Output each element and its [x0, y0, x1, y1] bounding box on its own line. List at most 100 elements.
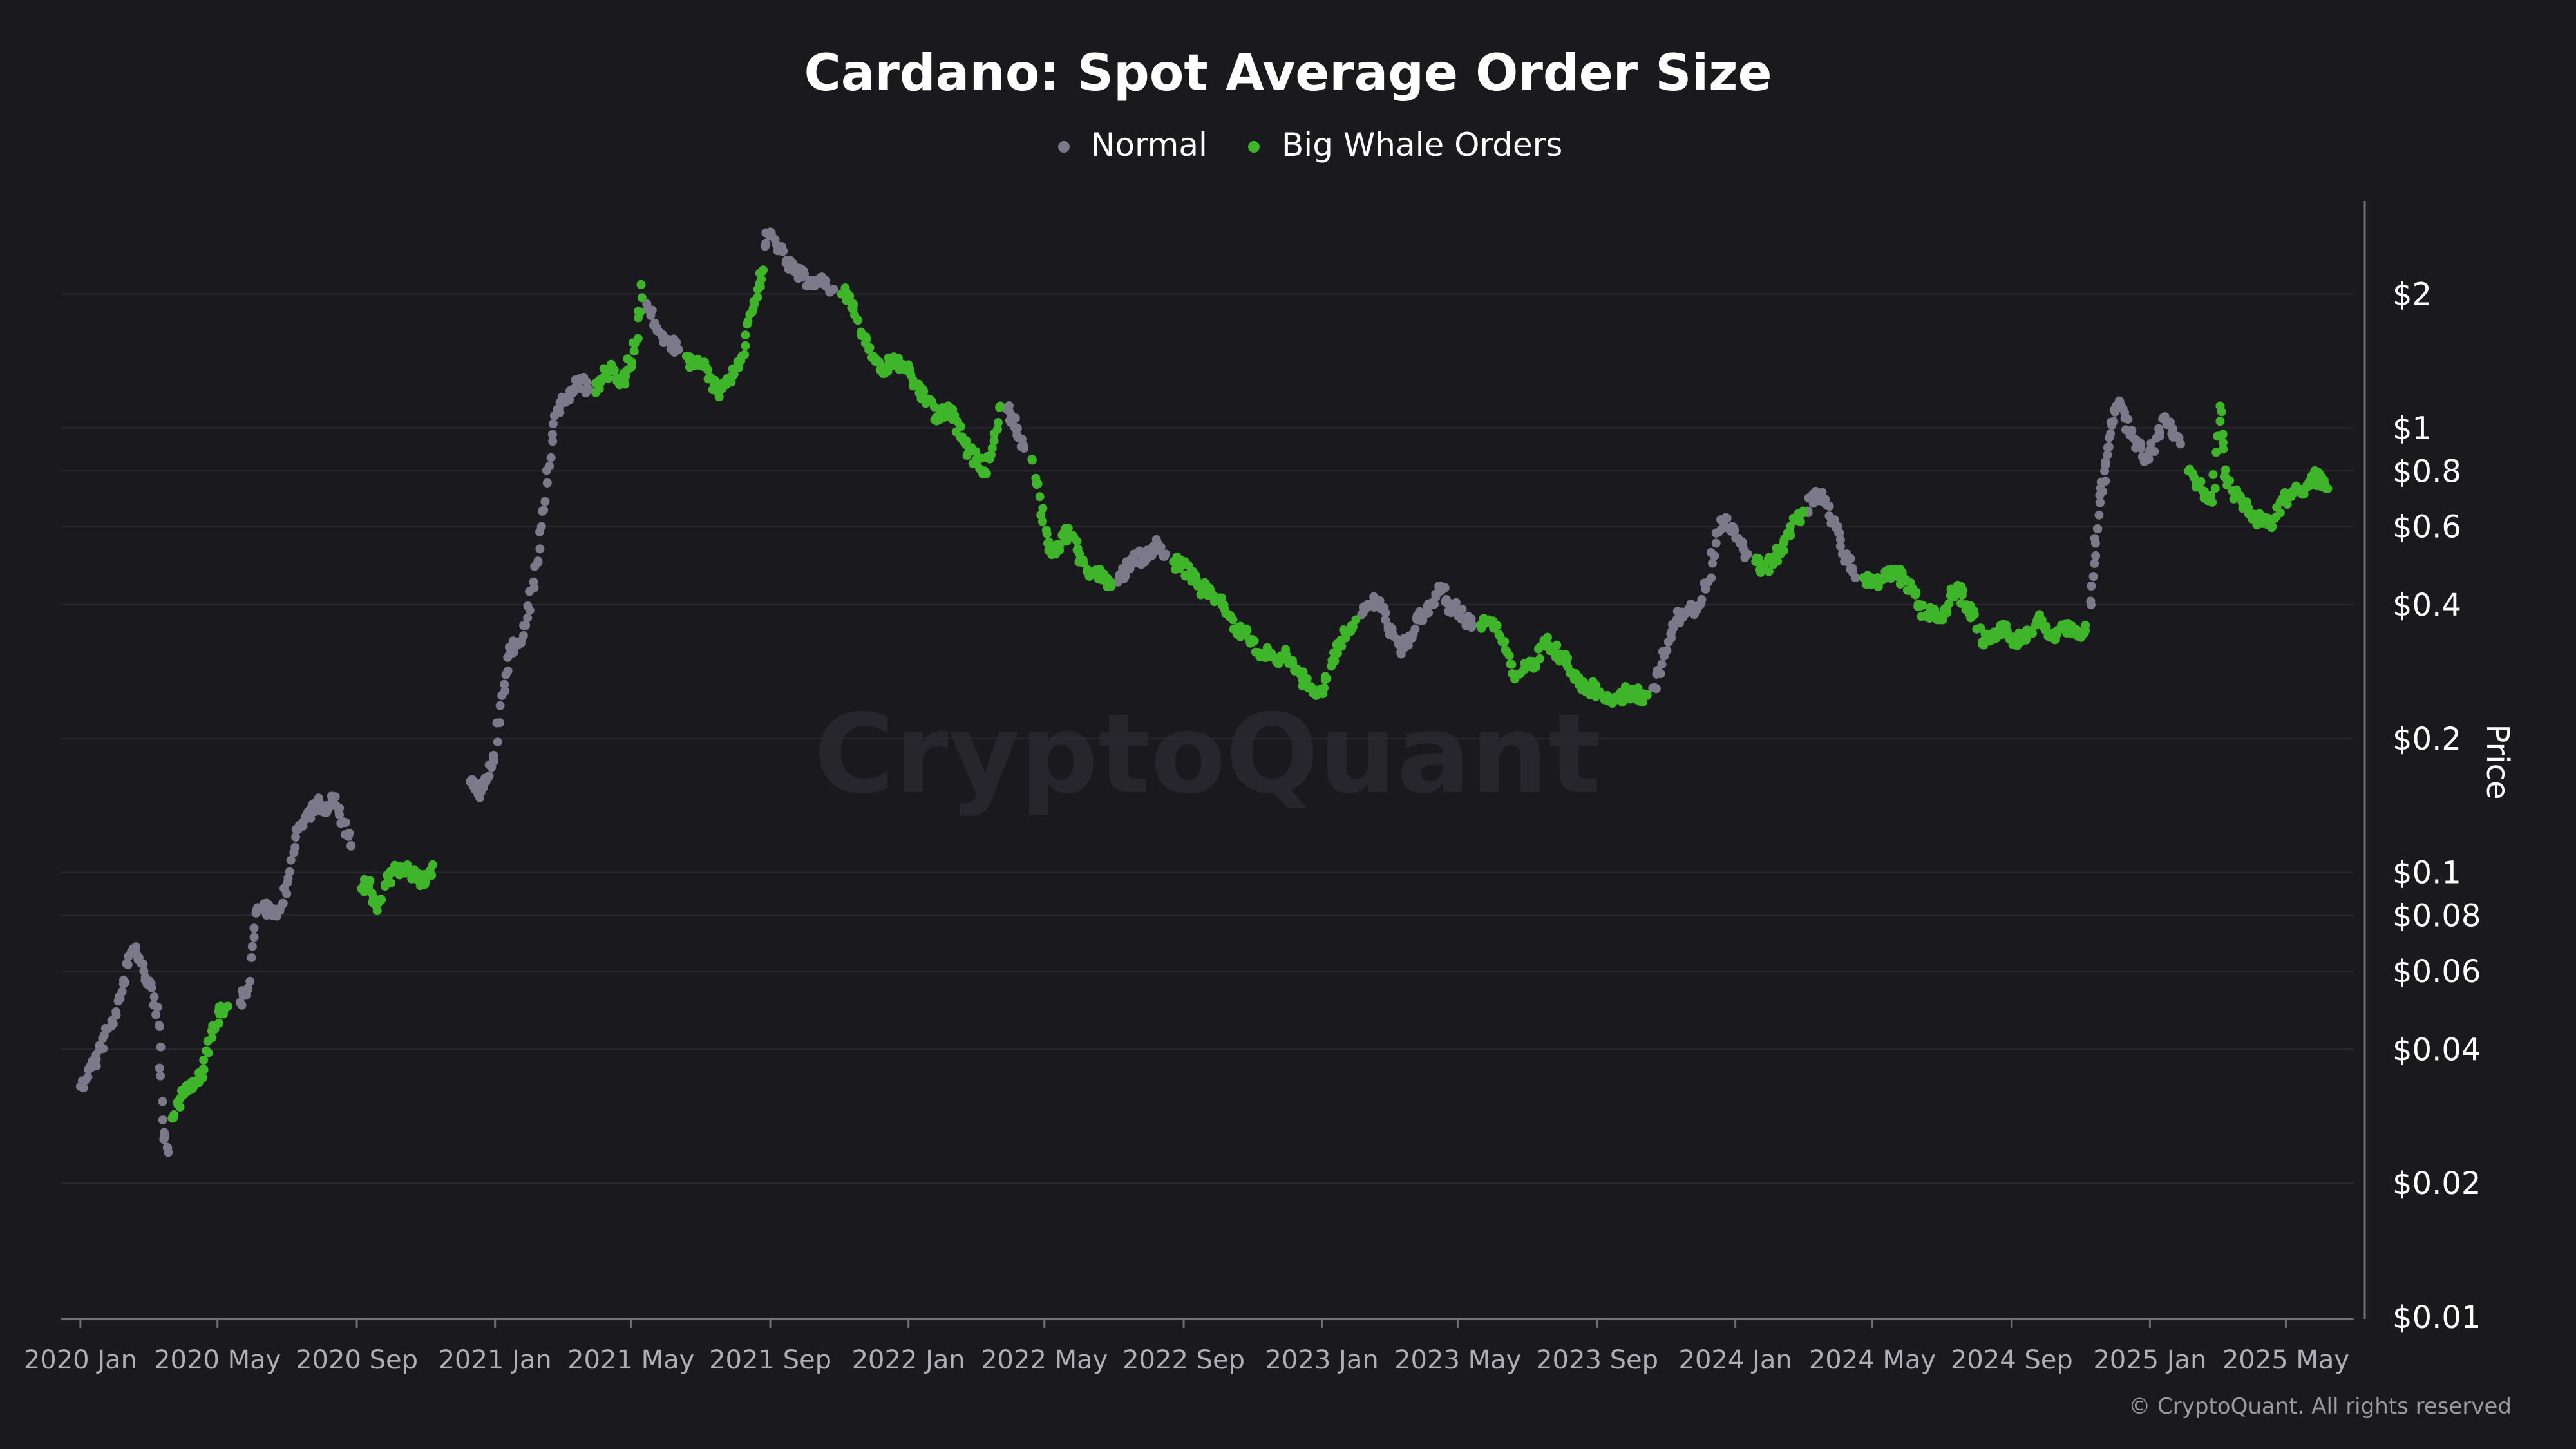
watermark: CryptoQuant	[814, 691, 1601, 819]
big-whale-point	[853, 316, 863, 325]
normal-point	[1851, 573, 1861, 583]
x-tick-label: 2021 Sep	[709, 1345, 831, 1375]
normal-point	[335, 803, 345, 813]
big-whale-point	[1348, 621, 1358, 631]
normal-point	[91, 1061, 101, 1071]
legend-normal-marker	[1058, 141, 1070, 153]
normal-point	[538, 506, 547, 516]
big-whale-point	[1938, 615, 1947, 625]
normal-point	[147, 983, 156, 992]
normal-point	[83, 1072, 93, 1082]
legend-big-whale-label[interactable]: Big Whale Orders	[1282, 126, 1562, 164]
normal-point	[291, 833, 301, 842]
normal-point	[131, 942, 141, 952]
big-whale-point	[637, 293, 647, 303]
normal-point	[1656, 669, 1665, 679]
normal-point	[108, 1019, 118, 1028]
x-tick-label: 2022 Jan	[852, 1345, 965, 1375]
legend[interactable]: Normal Big Whale Orders	[1058, 126, 1562, 164]
normal-point	[536, 522, 546, 531]
y-tick-label: $0.06	[2392, 954, 2481, 990]
normal-point	[345, 828, 354, 838]
y-tick-label: $2	[2392, 277, 2432, 313]
big-whale-point	[714, 392, 724, 402]
normal-point	[647, 305, 657, 315]
normal-point	[2175, 439, 2185, 449]
big-whale-point	[2208, 497, 2217, 507]
normal-point	[548, 419, 558, 429]
normal-point	[2106, 429, 2116, 439]
normal-point	[495, 701, 505, 710]
big-whale-point	[1287, 658, 1297, 667]
big-whale-point	[1969, 609, 1979, 618]
big-whale-point	[1033, 479, 1043, 489]
big-whale-point	[1504, 651, 1514, 661]
normal-point	[334, 810, 344, 820]
axes	[61, 201, 2366, 1320]
normal-point	[2091, 551, 2101, 561]
big-whale-point	[2218, 430, 2228, 439]
big-whale-point	[1949, 592, 1959, 602]
big-whale-point	[734, 363, 744, 372]
normal-point	[1381, 608, 1390, 618]
big-whale-point	[743, 319, 752, 329]
y-tick-label: $0.2	[2392, 721, 2461, 757]
normal-point	[489, 750, 498, 760]
big-whale-point	[1944, 599, 1954, 609]
big-whale-point	[2219, 444, 2228, 454]
normal-point	[2103, 450, 2112, 460]
x-tick-label: 2020 Sep	[296, 1345, 418, 1375]
normal-point	[533, 556, 543, 566]
normal-point	[529, 577, 538, 587]
normal-point	[249, 923, 259, 933]
normal-point	[341, 818, 350, 828]
normal-point	[2136, 439, 2146, 449]
big-whale-point	[757, 267, 767, 276]
normal-point	[286, 855, 296, 865]
normal-point	[1440, 583, 1450, 592]
normal-point	[138, 959, 148, 969]
big-whale-point	[2217, 407, 2226, 417]
x-tick-label: 2020 May	[154, 1345, 281, 1375]
big-whale-point	[753, 292, 762, 302]
normal-point	[523, 613, 533, 623]
big-whale-point	[1499, 637, 1509, 647]
big-whale-point	[425, 867, 435, 877]
normal-point	[495, 718, 505, 728]
big-whale-point	[2081, 626, 2090, 636]
normal-point	[151, 1010, 161, 1019]
normal-point	[1451, 598, 1461, 607]
normal-point	[1835, 535, 1845, 545]
normal-point	[500, 679, 509, 689]
big-whale-point	[634, 307, 643, 316]
normal-point	[155, 1022, 165, 1032]
big-whale-point	[1249, 636, 1259, 645]
normal-point	[156, 1042, 166, 1052]
big-whale-point	[971, 447, 981, 457]
big-whale-point	[981, 469, 991, 478]
legend-normal-label[interactable]: Normal	[1091, 126, 1208, 164]
big-whale-point	[862, 334, 871, 344]
big-whale-point	[1773, 556, 1783, 566]
normal-point	[111, 1010, 121, 1020]
big-whale-point	[1785, 527, 1795, 536]
big-whale-point	[594, 384, 604, 393]
y-tick-label: $0.4	[2392, 587, 2461, 623]
normal-point	[1835, 542, 1845, 551]
normal-point	[518, 630, 528, 640]
normal-point	[282, 889, 292, 898]
big-whale-point	[2225, 476, 2235, 486]
big-whale-point	[1228, 615, 1238, 625]
big-whale-point	[199, 1065, 209, 1074]
normal-point	[330, 792, 340, 802]
big-whale-point	[1799, 506, 1808, 516]
normal-point	[1651, 684, 1661, 694]
normal-point	[99, 1044, 108, 1054]
big-whale-point	[428, 860, 437, 869]
normal-point	[2092, 524, 2102, 533]
big-whale-point	[1957, 590, 1967, 600]
normal-point	[565, 394, 574, 404]
big-whale-point	[1037, 516, 1047, 526]
y-axis-ticks: $0.01 $0.02 $0.04 $0.06 $0.08 $0.1 $0.2 $0.4 $0.…	[2392, 277, 2481, 1336]
normal-point	[117, 987, 127, 996]
